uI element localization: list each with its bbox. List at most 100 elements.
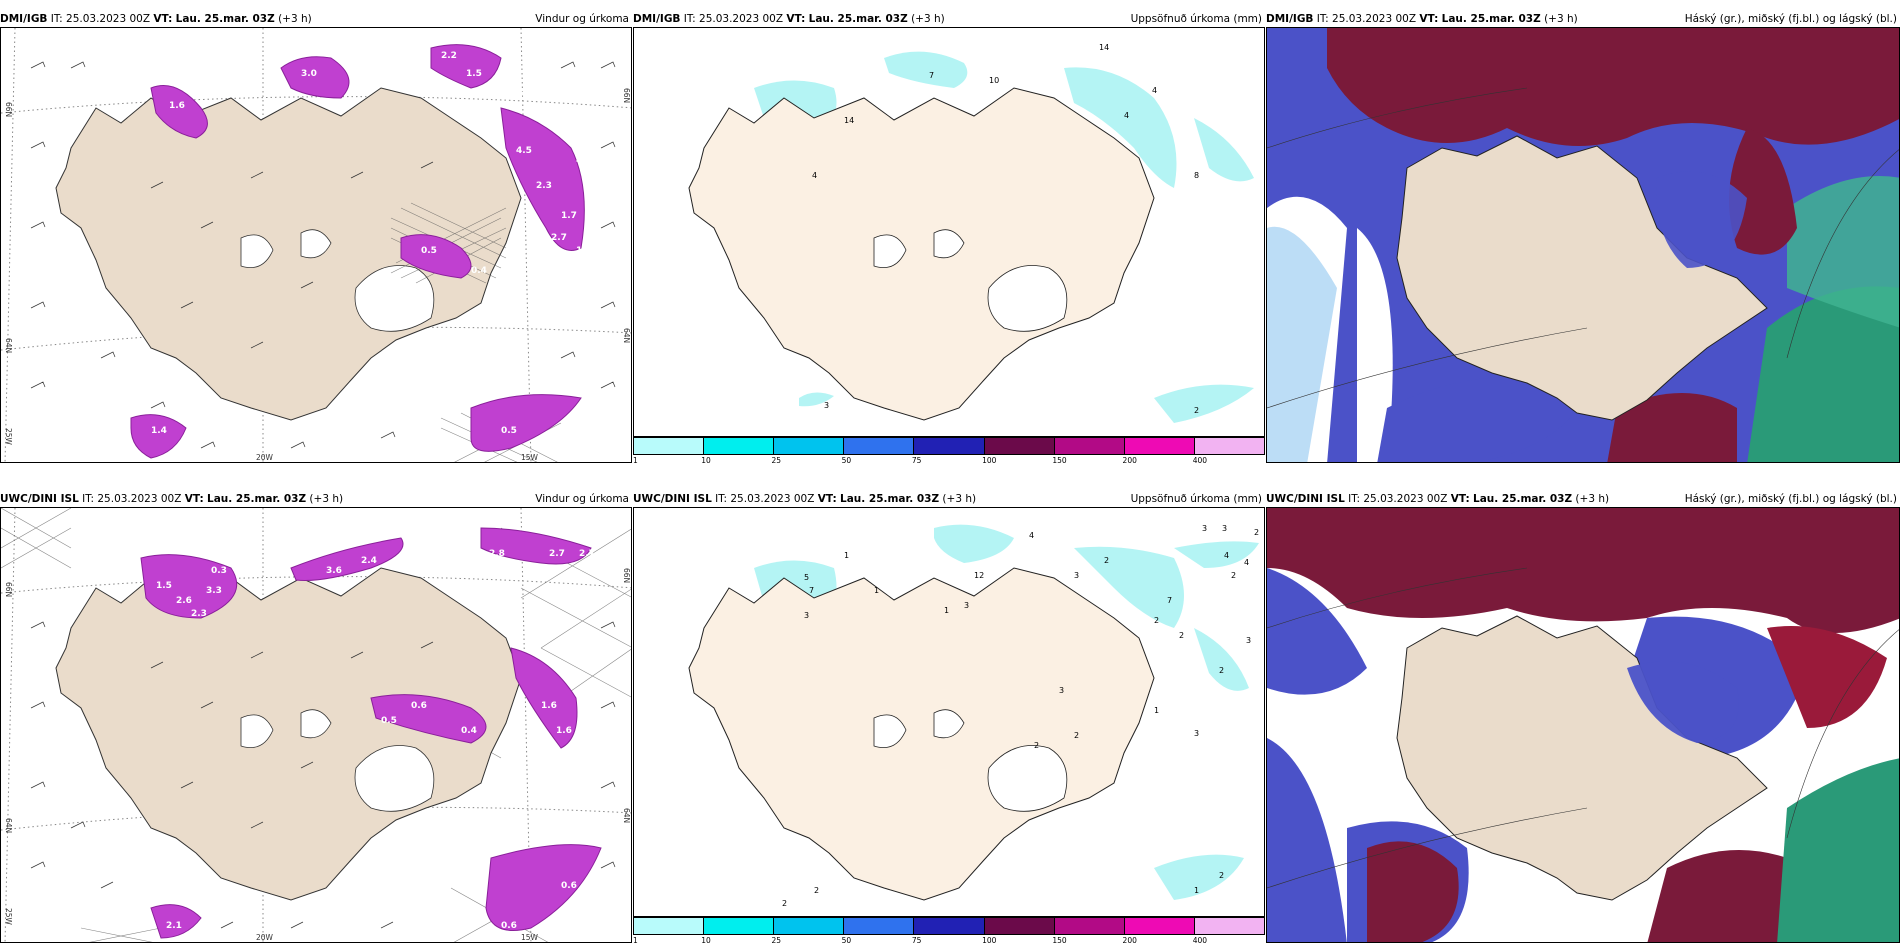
lat-label: 64N: [622, 808, 631, 824]
island-land: [1396, 135, 1768, 421]
accum-label: 2: [1219, 666, 1224, 675]
colorbar-segment: [844, 438, 915, 454]
colorbar-tick-label: 75: [911, 456, 922, 465]
accum-label: 3: [804, 611, 809, 620]
colorbar-tick-label: 150: [1052, 936, 1067, 945]
accum-label: 12: [974, 571, 984, 580]
accum-value-labels: 4 1 5 7 3 1 12 3 1 3 2 3 3 2 4 4 2 7 2 3: [782, 524, 1259, 908]
precip-label: 4.6: [356, 83, 372, 93]
colorbar: [633, 437, 1265, 455]
accum-label: 10: [989, 76, 999, 85]
colorbar-segment: [984, 438, 1055, 454]
vt-label: VT:: [1450, 493, 1470, 505]
accum-label: 14: [1099, 43, 1109, 52]
vt-value: Lau. 25.mar. 03Z: [207, 493, 307, 505]
colorbar-ticks: 1 10 25 50 75 100 150 200 400: [633, 456, 1265, 466]
lead-time: (+3 h): [942, 493, 977, 505]
map-canvas[interactable]: 7 10 14 14 4 4 4 8 3 2: [633, 27, 1265, 437]
precip-label: 0.5: [501, 426, 517, 436]
wind-barbs: [30, 61, 616, 449]
accum-label: 1: [844, 551, 849, 560]
map-canvas[interactable]: 4 1 5 7 3 1 12 3 1 3 2 3 3 2 4 4 2 7 2 3: [633, 507, 1265, 917]
precip-label: 3.1: [511, 91, 527, 101]
colorbar-segment: [774, 918, 845, 934]
panel-header: UWC/DINI ISL IT: 25.03.2023 00Z VT: Lau.…: [1266, 492, 1900, 506]
colorbar-tick-label: 75: [911, 936, 922, 945]
accum-label: 3: [1059, 686, 1064, 695]
lead-time: (+3 h): [278, 13, 312, 25]
precip-label: 1.7: [561, 211, 577, 221]
it-value: 25.03.2023 00Z: [1332, 13, 1417, 25]
lat-label: 66N: [4, 582, 13, 598]
product-title: Háský (gr.), miðský (fj.bl.) og lágský (…: [1684, 493, 1897, 505]
lead-time: (+3 h): [1575, 493, 1610, 505]
vt-label: VT:: [153, 13, 173, 25]
colorbar-tick-label: 10: [701, 936, 711, 945]
colorbar-segment: [704, 438, 775, 454]
colorbar-segment: [634, 438, 705, 454]
accum-label: 4: [1124, 111, 1129, 120]
colorbar-segment: [1054, 438, 1125, 454]
vt-value: Lau. 25.mar. 03Z: [1473, 493, 1573, 505]
colorbar: [633, 917, 1265, 935]
precip-label: 0.6: [411, 701, 427, 711]
colorbar-tick-label: 1: [633, 456, 638, 465]
accum-label: 8: [1194, 171, 1199, 180]
colorbar-segment: [914, 918, 985, 934]
island-land: [1396, 615, 1768, 901]
accum-label: 4: [1244, 558, 1249, 567]
model-name: DMI/IGB: [0, 13, 48, 25]
it-label: IT:: [82, 493, 95, 505]
accum-label: 3: [1074, 571, 1079, 580]
precip-label: 2.7: [549, 549, 565, 559]
accum-label: 3: [964, 601, 969, 610]
accum-label: 3: [824, 401, 829, 410]
wind-precip-map: 0.3 2.6 2.3 3.3 1.5 3.6 2.4 2.8 2.7 2.7 …: [1, 508, 631, 942]
accum-label: 2: [782, 899, 787, 908]
lon-label: 25W: [4, 428, 13, 445]
precip-label: 2.8: [489, 549, 505, 559]
wind-precip-map: 1.6 3.0 4.6 2.2 1.5 3.1 2.6 4.5 2.3 1.7 …: [1, 28, 631, 462]
lon-label: 25W: [4, 908, 13, 925]
accum-label: 5: [804, 573, 809, 582]
colorbar-segment: [1194, 918, 1264, 934]
it-label: IT:: [683, 13, 696, 25]
accum-label: 2: [1104, 556, 1109, 565]
map-canvas[interactable]: 1.6 3.0 4.6 2.2 1.5 3.1 2.6 4.5 2.3 1.7 …: [0, 27, 632, 463]
panel-header: UWC/DINI ISL IT: 25.03.2023 00Z VT: Lau.…: [0, 492, 632, 506]
product-title: Vindur og úrkoma: [535, 493, 629, 505]
precip-label: 2.4: [361, 556, 377, 566]
accum-label: 2: [1034, 741, 1039, 750]
accum-label: 2: [1074, 731, 1079, 740]
colorbar-tick-label: 200: [1122, 456, 1137, 465]
precip-label: 1.6: [541, 701, 557, 711]
vt-value: Lau. 25.mar. 03Z: [840, 493, 940, 505]
colorbar-segment: [774, 438, 845, 454]
lat-label: 64N: [4, 338, 13, 354]
precip-areas: [140, 527, 602, 939]
accum-label: 3: [1202, 524, 1207, 533]
precip-label: 0.5: [381, 716, 397, 726]
precip-areas: [130, 44, 585, 459]
map-canvas[interactable]: [1266, 507, 1900, 943]
colorbar-tick-label: 50: [841, 936, 852, 945]
precip-label: 2.3: [536, 181, 552, 191]
accum-label: 2: [814, 886, 819, 895]
accum-label: 3: [1246, 636, 1251, 645]
panel-wind-precip-uwc: UWC/DINI ISL IT: 25.03.2023 00Z VT: Lau.…: [0, 492, 632, 943]
accum-label: 4: [1029, 531, 1034, 540]
glaciers: [873, 709, 1068, 812]
accum-areas: [754, 524, 1259, 900]
precip-label: 1.4: [151, 426, 167, 436]
vt-label: VT:: [817, 493, 837, 505]
map-canvas[interactable]: [1266, 27, 1900, 463]
graticule: [1, 28, 631, 462]
accum-label: 7: [929, 71, 934, 80]
precip-label: 4.5: [516, 146, 532, 156]
product-title: Háský (gr.), miðský (fj.bl.) og lágský (…: [1684, 13, 1897, 25]
panel-accum-precip-dmi: DMI/IGB IT: 25.03.2023 00Z VT: Lau. 25.m…: [633, 12, 1265, 466]
colorbar-segment: [844, 918, 915, 934]
map-canvas[interactable]: 0.3 2.6 2.3 3.3 1.5 3.6 2.4 2.8 2.7 2.7 …: [0, 507, 632, 943]
accum-label: 4: [812, 171, 817, 180]
colorbar-tick-label: 400: [1192, 456, 1208, 465]
